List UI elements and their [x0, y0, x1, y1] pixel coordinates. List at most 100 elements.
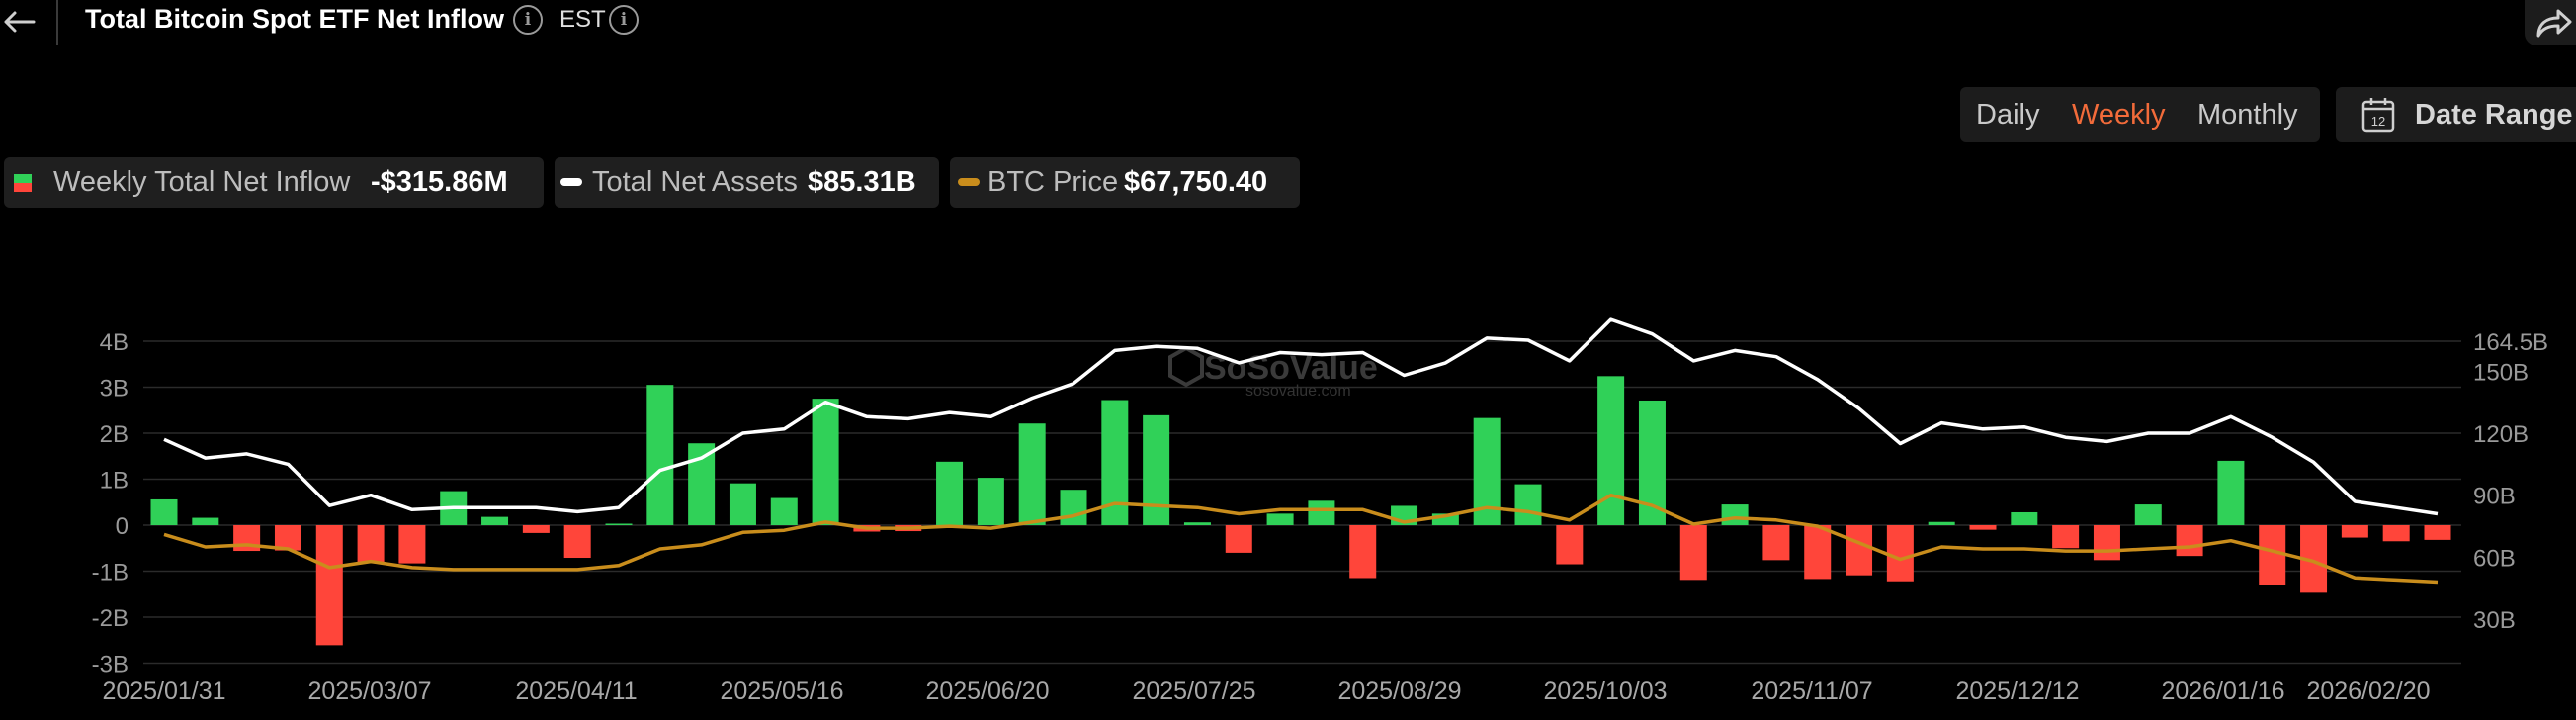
- inflow-bar[interactable]: [605, 523, 633, 526]
- inflow-bar[interactable]: [1556, 525, 1584, 565]
- legend-inflow[interactable]: Weekly Total Net Inflow -$315.86M: [4, 157, 544, 208]
- inflow-bar[interactable]: [1597, 376, 1625, 525]
- legend-inflow-value: -$315.86M: [371, 166, 508, 198]
- inflow-bar[interactable]: [357, 525, 385, 563]
- inflow-bar[interactable]: [398, 525, 426, 564]
- inflow-bar[interactable]: [977, 478, 1004, 525]
- x-tick-label: 2025/06/20: [925, 677, 1049, 705]
- inflow-bar[interactable]: [2341, 525, 2368, 538]
- inflow-bar[interactable]: [1349, 525, 1377, 579]
- inflow-bar[interactable]: [646, 385, 674, 525]
- title-info-icon[interactable]: i: [513, 5, 543, 35]
- legend-inflow-label: Weekly Total Net Inflow: [53, 166, 351, 198]
- inflow-bar[interactable]: [2382, 525, 2410, 542]
- inflow-bar[interactable]: [315, 525, 343, 646]
- inflow-bar[interactable]: [1804, 525, 1832, 580]
- legend-assets[interactable]: Total Net Assets $85.31B: [555, 157, 939, 208]
- inflow-bar[interactable]: [729, 483, 756, 525]
- share-icon: [2536, 9, 2572, 38]
- x-tick-label: 2026/01/16: [2161, 677, 2284, 705]
- legend-btc-value: $67,750.40: [1124, 166, 1268, 198]
- left-tick-label: 2B: [100, 421, 129, 448]
- x-tick-label: 2025/11/07: [1751, 677, 1872, 705]
- share-button[interactable]: [2525, 0, 2576, 45]
- calendar-icon: 12: [2361, 98, 2395, 133]
- right-tick-label: 120B: [2473, 421, 2529, 448]
- inflow-bar[interactable]: [812, 399, 839, 525]
- btc-swatch-icon: [958, 178, 980, 186]
- inflow-bar[interactable]: [1721, 504, 1749, 525]
- x-tick-label: 2025/01/31: [102, 677, 225, 705]
- left-tick-label: 4B: [100, 329, 129, 356]
- inflow-bar[interactable]: [1969, 525, 1997, 530]
- inflow-bar[interactable]: [1183, 522, 1211, 525]
- inflow-bar[interactable]: [2259, 525, 2286, 585]
- inflow-bar[interactable]: [1679, 525, 1707, 581]
- inflow-bar[interactable]: [150, 498, 178, 525]
- inflow-bar[interactable]: [1514, 484, 1542, 525]
- header-divider: [56, 0, 58, 45]
- tab-daily[interactable]: Daily: [1976, 99, 2040, 131]
- page-title: Total Bitcoin Spot ETF Net Inflow: [85, 4, 504, 34]
- inflow-bar[interactable]: [2093, 525, 2120, 561]
- inflow-bar[interactable]: [1886, 525, 1914, 582]
- inflow-bar[interactable]: [2134, 504, 2162, 525]
- watermark-logo-icon: [1168, 345, 1204, 388]
- date-range-label: Date Range: [2415, 99, 2573, 131]
- watermark-url: sosovalue.com: [1245, 383, 1351, 400]
- tab-monthly[interactable]: Monthly: [2197, 99, 2298, 131]
- inflow-bar[interactable]: [481, 516, 509, 525]
- right-tick-label: 164.5B: [2473, 329, 2548, 356]
- right-tick-label: 150B: [2473, 359, 2529, 386]
- inflow-bar[interactable]: [192, 517, 219, 525]
- left-tick-label: 3B: [100, 376, 129, 403]
- x-tick-label: 2026/02/20: [2306, 677, 2430, 705]
- inflow-bar[interactable]: [1266, 513, 1294, 525]
- assets-swatch-icon: [560, 178, 582, 186]
- inflow-bar[interactable]: [770, 497, 798, 525]
- inflow-bar[interactable]: [2424, 525, 2451, 540]
- left-tick-label: -1B: [92, 560, 129, 586]
- inflow-bar[interactable]: [2176, 525, 2203, 557]
- inflow-bar[interactable]: [1060, 490, 1087, 525]
- right-tick-label: 30B: [2473, 607, 2516, 634]
- inflow-bar[interactable]: [1431, 513, 1459, 525]
- right-tick-label: 90B: [2473, 484, 2516, 510]
- svg-text:12: 12: [2371, 114, 2385, 129]
- inflow-bar[interactable]: [1308, 500, 1335, 525]
- tab-weekly[interactable]: Weekly: [2072, 99, 2166, 131]
- legend-btc[interactable]: BTC Price $67,750.40: [950, 157, 1300, 208]
- back-arrow-icon[interactable]: [0, 2, 40, 42]
- chart-lines: [163, 317, 2439, 585]
- inflow-bar[interactable]: [522, 525, 550, 533]
- inflow-bar[interactable]: [1225, 525, 1252, 553]
- inflow-bar[interactable]: [1018, 423, 1046, 525]
- date-range-button[interactable]: 12 Date Range: [2336, 87, 2576, 142]
- x-tick-label: 2025/05/16: [720, 677, 843, 705]
- x-tick-label: 2025/12/12: [1955, 677, 2079, 705]
- inflow-bar[interactable]: [1762, 525, 1790, 561]
- inflow-bar[interactable]: [2052, 525, 2080, 549]
- timezone-info-icon[interactable]: i: [609, 5, 639, 35]
- btc-price-line: [163, 493, 2439, 585]
- left-tick-label: -2B: [92, 605, 129, 632]
- inflow-bar[interactable]: [274, 525, 301, 551]
- inflow-bar[interactable]: [563, 525, 591, 559]
- timezone-label: EST: [559, 6, 606, 33]
- left-tick-label: -3B: [92, 652, 129, 678]
- inflow-bar[interactable]: [688, 443, 716, 525]
- x-tick-label: 2025/04/11: [515, 677, 637, 705]
- inflow-swatch-icon: [14, 174, 32, 192]
- x-tick-label: 2025/10/03: [1543, 677, 1667, 705]
- inflow-bar[interactable]: [2011, 511, 2038, 525]
- inflow-bar[interactable]: [1846, 525, 1873, 576]
- inflow-bar[interactable]: [1928, 521, 1955, 525]
- chart-axes: 4B 3B 2B 1B 0 -1B -2B -3B 164.5B 150B 120B 90B 60B 30…: [92, 329, 2548, 705]
- inflow-bar[interactable]: [1143, 414, 1170, 525]
- legend-assets-label: Total Net Assets: [592, 166, 798, 198]
- watermark-name: SoSoValue: [1204, 349, 1378, 387]
- inflow-bar[interactable]: [2217, 460, 2245, 525]
- inflow-bar[interactable]: [936, 461, 964, 525]
